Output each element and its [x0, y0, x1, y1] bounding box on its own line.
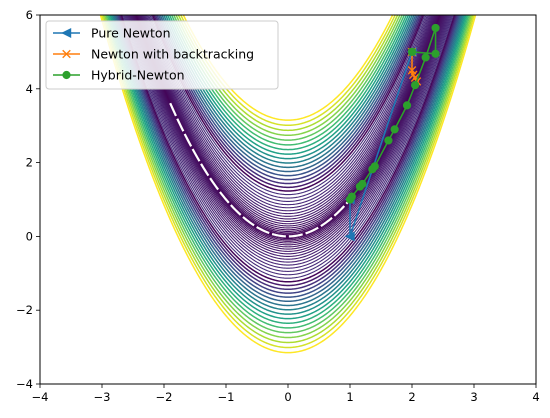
contour-line [116, 15, 460, 294]
series-point [344, 231, 355, 242]
contour-line [150, 15, 426, 196]
contour-line [121, 15, 455, 279]
contour-line [126, 15, 450, 266]
x-tick-label: −4 [32, 390, 49, 404]
contour-line [161, 15, 415, 169]
contour-line [123, 15, 453, 272]
contour-line [133, 15, 443, 244]
contour-line [159, 15, 417, 173]
contour-line [102, 15, 474, 344]
series-point [431, 23, 440, 33]
contour-line [131, 15, 445, 250]
contour-line [132, 15, 444, 246]
series-point [355, 182, 365, 191]
start-point [408, 48, 416, 56]
contour-line [149, 15, 427, 199]
contour-line [110, 15, 466, 315]
y-tick-label: 6 [26, 8, 33, 22]
series-point [411, 81, 420, 90]
contour-line [153, 15, 423, 189]
contour-line [156, 15, 420, 181]
contour-line [111, 15, 465, 311]
contour-line [138, 15, 438, 229]
y-tick-label: −4 [16, 377, 33, 391]
series-point [368, 165, 377, 174]
x-axis: −4 −3 −2 −1 0 1 2 3 4 [32, 384, 540, 404]
contour-line [119, 15, 457, 287]
legend: Pure Newton Newton with backtracking Hybri… [45, 20, 279, 90]
contour-line [101, 15, 475, 349]
contour-line [139, 15, 437, 227]
series-point [421, 53, 430, 62]
y-axis: −4 −2 0 2 4 6 [16, 8, 40, 391]
contour-line [108, 15, 468, 324]
contour-line [122, 15, 454, 276]
contour-line [140, 15, 436, 222]
y-tick-label: 2 [26, 156, 33, 170]
contour-line [118, 15, 458, 291]
contour-line [130, 15, 446, 252]
legend-label: Hybrid-Newton [91, 68, 185, 83]
x-tick-label: 1 [346, 390, 353, 404]
legend-item: Hybrid-Newton [53, 68, 185, 83]
series-point [384, 136, 393, 145]
contour-line [103, 15, 473, 339]
series-point [390, 125, 399, 134]
legend-marker [62, 49, 71, 59]
contour-line [133, 15, 443, 242]
valley-floor [169, 102, 354, 238]
contour-line [105, 15, 471, 334]
series-point [431, 49, 440, 58]
contour-line [126, 15, 450, 263]
contour-line [113, 15, 463, 307]
contour-line [144, 15, 432, 212]
legend-label: Newton with backtracking [91, 47, 254, 62]
contour-line [115, 15, 461, 298]
x-tick-label: 4 [532, 390, 539, 404]
x-tick-label: 3 [470, 390, 477, 404]
legend-item: Newton with backtracking [53, 47, 254, 62]
x-tick-label: −3 [94, 390, 111, 404]
y-tick-label: 0 [26, 229, 33, 243]
contour-lines [99, 15, 477, 354]
contour-line [154, 15, 422, 185]
series-layer [344, 23, 440, 242]
y-tick-label: 4 [26, 82, 33, 96]
contour-line [151, 15, 425, 192]
contour-line [114, 15, 462, 303]
contour-line [129, 15, 447, 255]
legend-box [45, 20, 279, 90]
contour-line [139, 15, 437, 225]
contour-line [125, 15, 451, 269]
legend-item: Pure Newton [53, 26, 171, 41]
contour-line [148, 15, 428, 202]
y-tick-label: −2 [16, 303, 33, 317]
contour-line [99, 15, 477, 354]
contour-line [157, 15, 419, 177]
contour-line [132, 15, 444, 248]
contour-line [120, 15, 456, 283]
series-point [345, 195, 355, 204]
legend-marker [62, 70, 71, 80]
contour-line [106, 15, 470, 329]
contour-line [109, 15, 467, 320]
contour-line [145, 15, 431, 209]
legend-marker [61, 27, 72, 39]
x-tick-label: −1 [218, 390, 235, 404]
legend-label: Pure Newton [91, 26, 171, 41]
contour-line [127, 15, 449, 260]
x-tick-label: 2 [408, 390, 415, 404]
contour-line [128, 15, 448, 257]
series-point [402, 101, 412, 110]
x-tick-label: 0 [284, 390, 291, 404]
contour-line [146, 15, 430, 206]
x-tick-label: −2 [156, 390, 173, 404]
contour-line [143, 15, 433, 215]
